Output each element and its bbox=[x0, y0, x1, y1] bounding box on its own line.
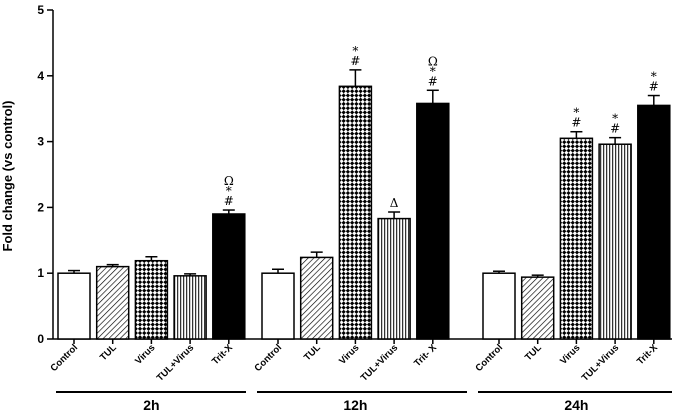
bar-24h-4 bbox=[637, 104, 671, 340]
significance-marker: # bbox=[224, 194, 234, 208]
significance-marker: * bbox=[226, 184, 232, 198]
significance-marker: Δ bbox=[390, 196, 399, 210]
significance-marker: # bbox=[610, 122, 620, 136]
group-label-2h: 2h bbox=[143, 397, 159, 413]
significance-marker: * bbox=[430, 64, 436, 78]
bar-24h-2 bbox=[559, 137, 594, 340]
bar-24h-0 bbox=[482, 272, 516, 340]
bar-2h-1 bbox=[95, 265, 130, 340]
bar-12h-0 bbox=[261, 272, 295, 340]
x-tick-label: Control bbox=[48, 342, 80, 374]
significance-marker: Ω bbox=[224, 174, 234, 188]
group-label-12h: 12h bbox=[343, 397, 367, 413]
y-tick-label: 4 bbox=[37, 69, 44, 83]
y-tick-label: 5 bbox=[37, 3, 44, 17]
x-tick-label: TUL+Virus bbox=[155, 342, 196, 383]
y-tick-label: 2 bbox=[37, 200, 44, 214]
significance-marker: # bbox=[428, 74, 438, 88]
bar-12h-3 bbox=[377, 217, 411, 340]
x-tick-label: Trit-X bbox=[635, 342, 660, 367]
significance-marker: # bbox=[649, 80, 659, 94]
x-tick-label: TUL bbox=[302, 342, 323, 363]
bar-2h-4 bbox=[212, 213, 246, 340]
x-tick-label: Control bbox=[252, 342, 284, 374]
x-tick-label: Trit-X bbox=[210, 342, 235, 367]
significance-marker: * bbox=[612, 112, 618, 126]
bar-12h-2 bbox=[338, 85, 373, 340]
x-tick-label: TUL+Virus bbox=[359, 342, 400, 383]
bar-2h-0 bbox=[57, 272, 91, 340]
bar-12h-4 bbox=[416, 102, 450, 340]
y-tick-label: 0 bbox=[37, 332, 44, 346]
x-tick-label: TUL bbox=[523, 342, 544, 363]
bars bbox=[57, 69, 671, 340]
y-tick-label: 1 bbox=[37, 266, 44, 280]
significance-marker: * bbox=[352, 44, 358, 58]
x-tick-label: Virus bbox=[133, 342, 157, 366]
x-tick-label: Control bbox=[473, 342, 505, 374]
significance-marker: * bbox=[573, 106, 579, 120]
group-label-24h: 24h bbox=[564, 397, 588, 413]
bar-2h-3 bbox=[173, 275, 207, 340]
x-tick-label: TUL+Virus bbox=[580, 342, 621, 383]
significance-marker: # bbox=[571, 116, 581, 130]
y-tick-label: 3 bbox=[37, 135, 44, 149]
x-tick-label: TUL bbox=[98, 342, 119, 363]
y-axis-label: Fold change (vs control) bbox=[0, 101, 15, 252]
significance-marker: * bbox=[651, 70, 657, 84]
bar-24h-3 bbox=[598, 143, 632, 340]
significance-marker: Ω bbox=[428, 54, 438, 68]
significance-marker: # bbox=[350, 54, 360, 68]
bar-24h-1 bbox=[520, 276, 555, 340]
bar-12h-1 bbox=[299, 256, 334, 340]
x-tick-label: Trit- X bbox=[412, 342, 439, 369]
x-tick-label: Virus bbox=[558, 342, 582, 366]
bar-2h-2 bbox=[134, 259, 169, 340]
x-tick-label: Virus bbox=[337, 342, 361, 366]
